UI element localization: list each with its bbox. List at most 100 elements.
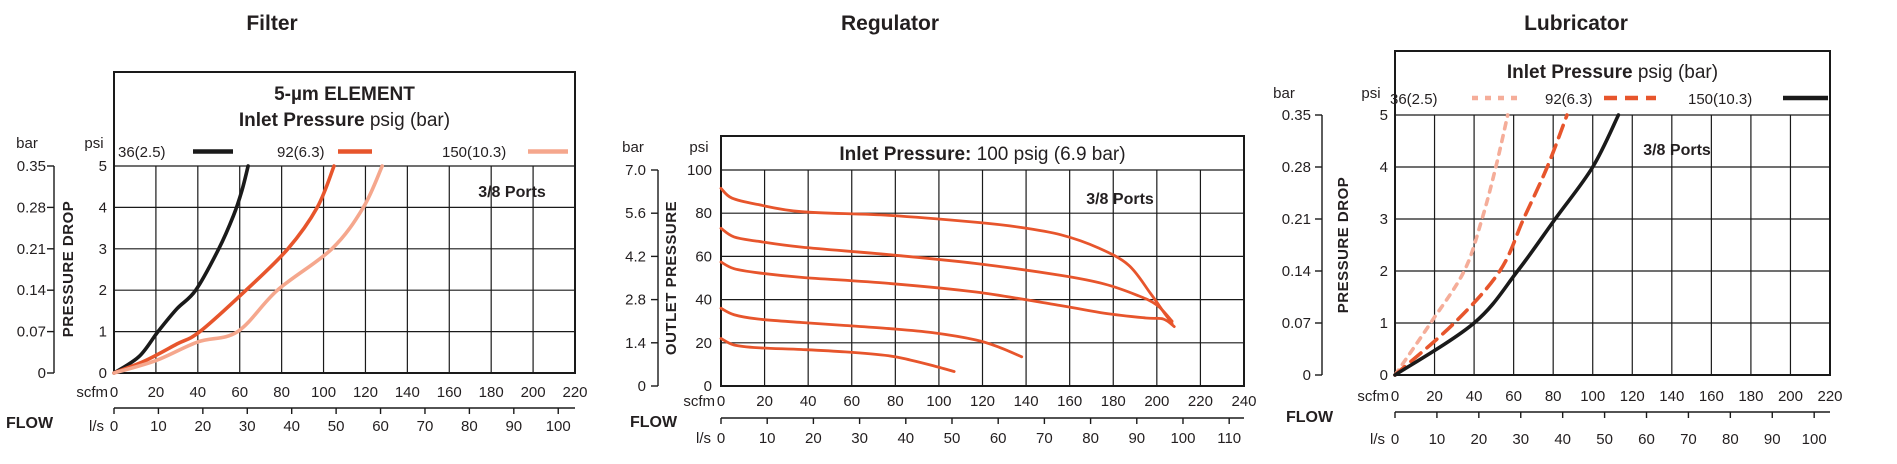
curves: [719, 186, 1176, 373]
ls-tick-value: 80: [1722, 431, 1739, 448]
scfm-tick-value: 80: [1545, 388, 1562, 405]
ports-label: 3/8 Ports: [478, 184, 546, 201]
scfm-tick-value: 200: [1778, 388, 1803, 405]
bar-tick-value: 0.07: [17, 324, 46, 341]
series-curve-36(2.5): [1393, 113, 1510, 377]
scfm-tick-value: 20: [148, 384, 165, 401]
scfm-tick-value: 220: [1817, 388, 1842, 405]
psi-tick-value: 1: [1380, 315, 1388, 332]
ls-tick-value: 50: [1596, 431, 1613, 448]
ls-tick-value: 90: [1764, 431, 1781, 448]
bar-tick-value: 0: [1303, 367, 1311, 384]
ls-tick-value: 30: [851, 430, 868, 447]
ls-unit-label: l/s: [89, 418, 104, 435]
bar-axis: [651, 169, 659, 387]
psi-tick-value: 0: [1380, 367, 1388, 384]
bar-unit-label: bar: [16, 135, 38, 152]
psi-unit-label: psi: [84, 135, 103, 152]
legend-label: 150(10.3): [442, 144, 506, 161]
scfm-tick-value: 20: [1426, 388, 1443, 405]
scfm-tick-value: 120: [353, 384, 378, 401]
legend-label: 150(10.3): [1688, 91, 1752, 108]
ls-tick-value: 80: [461, 418, 478, 435]
psi-tick-value: 1: [99, 324, 107, 341]
header-segment: Inlet Pressure:: [839, 144, 971, 165]
ls-tick-value: 40: [283, 418, 300, 435]
psi-unit-label: psi: [1361, 85, 1380, 102]
scfm-tick-value: 200: [1144, 393, 1169, 410]
legend-label: 92(6.3): [1545, 91, 1593, 108]
bar-tick-value: 0.21: [17, 241, 46, 258]
scfm-tick-value: 0: [1391, 388, 1399, 405]
ls-tick-value: 60: [1638, 431, 1655, 448]
chart-title: Regulator: [841, 12, 939, 35]
ls-tick-value: 80: [1082, 430, 1099, 447]
ls-unit-label: l/s: [696, 430, 711, 447]
bar-tick-value: 0.21: [1282, 211, 1311, 228]
bar-tick-value: 1.4: [625, 335, 646, 352]
scfm-tick-value: 180: [1101, 393, 1126, 410]
y-axis-label: OUTLET PRESSURE: [663, 201, 680, 355]
scfm-unit-label: scfm: [76, 384, 108, 401]
scfm-tick-value: 160: [1057, 393, 1082, 410]
bar-tick-value: 0.07: [1282, 315, 1311, 332]
ls-tick-value: 70: [417, 418, 434, 435]
header-segment: 5-µm ELEMENT: [274, 84, 415, 105]
legend: 36(2.5) 92(6.3) 150(10.3): [118, 144, 568, 161]
bar-tick-value: 7.0: [625, 162, 646, 179]
scfm-tick-value: 220: [562, 384, 587, 401]
scfm-tick-value: 180: [1738, 388, 1763, 405]
chart-frame: [113, 71, 576, 374]
header-segment: psig (bar): [365, 110, 451, 131]
scfm-tick-value: 40: [1466, 388, 1483, 405]
ls-tick-value: 0: [1391, 431, 1399, 448]
legend: 36(2.5) 92(6.3) 150(10.3): [1390, 91, 1828, 108]
psi-tick-value: 2: [1380, 263, 1388, 280]
series-curve-92(6.3): [1393, 113, 1569, 377]
ls-tick-value: 100: [1170, 430, 1195, 447]
psi-unit-label: psi: [689, 139, 708, 156]
psi-tick-value: 40: [695, 292, 712, 309]
ls-tick-value: 110: [1217, 430, 1241, 447]
scfm-tick-value: 20: [756, 393, 773, 410]
scfm-tick-value: 0: [717, 393, 725, 410]
ports-label: 3/8 Ports: [1086, 191, 1154, 208]
ls-tick-value: 50: [944, 430, 961, 447]
ls-tick-value: 20: [805, 430, 822, 447]
scfm-tick-value: 60: [1505, 388, 1522, 405]
series-curve-36(2.5): [112, 164, 250, 375]
scfm-tick-value: 100: [926, 393, 951, 410]
ls-unit-label: l/s: [1370, 431, 1385, 448]
regulator-chart-panel: Regulator Inlet Pressure: 100 psig (6.9 b…: [622, 12, 1256, 447]
ls-tick-value: 90: [1128, 430, 1145, 447]
y-axis-label: PRESSURE DROP: [1335, 177, 1352, 314]
header-segment: Inlet Pressure: [1507, 62, 1633, 83]
ls-tick-value: 20: [195, 418, 212, 435]
y-axis-label: PRESSURE DROP: [60, 201, 77, 338]
scfm-tick-value: 40: [800, 393, 817, 410]
scfm-tick-value: 80: [273, 384, 290, 401]
bar-tick-value: 2.8: [625, 292, 646, 309]
scfm-tick-value: 120: [970, 393, 995, 410]
chart-header-line: Inlet Pressure psig (bar): [1507, 62, 1718, 83]
legend-label: 92(6.3): [277, 144, 325, 161]
ls-axis: [1394, 411, 1830, 418]
chart-title: Filter: [246, 12, 297, 35]
series-curve-curve-3: [719, 260, 1176, 328]
bar-tick-value: 0: [638, 378, 646, 395]
bar-axis: [1315, 114, 1323, 376]
scfm-tick-value: 240: [1231, 393, 1256, 410]
ls-tick-value: 70: [1680, 431, 1697, 448]
grid-lines: [114, 165, 575, 373]
grid-lines: [1395, 114, 1830, 375]
bar-axis: [47, 165, 55, 374]
ls-tick-value: 100: [1802, 431, 1827, 448]
psi-tick-value: 2: [99, 282, 107, 299]
psi-tick-value: 5: [99, 158, 107, 175]
series-curve-150(10.3): [112, 164, 385, 375]
bar-tick-value: 5.6: [625, 205, 646, 222]
ls-axis: [720, 417, 1244, 424]
scfm-tick-value: 220: [1188, 393, 1213, 410]
psi-tick-value: 4: [99, 199, 107, 216]
